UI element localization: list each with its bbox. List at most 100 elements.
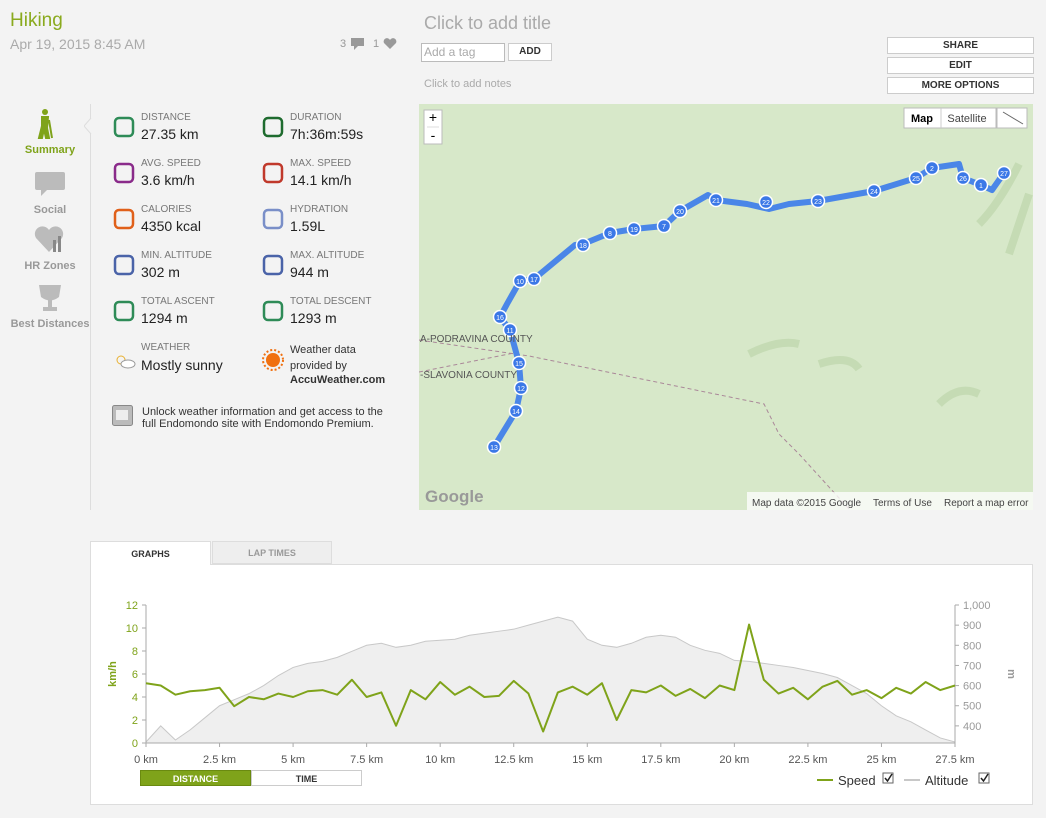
marker-label: 16 — [496, 315, 504, 322]
mode-distance[interactable]: DISTANCE — [140, 770, 251, 786]
legend-label[interactable]: Altitude — [925, 773, 968, 788]
route-marker[interactable] — [866, 183, 882, 199]
marker-label: 12 — [517, 386, 525, 393]
y-tick-label: 10 — [126, 623, 138, 635]
y-tick-label: 4 — [132, 692, 138, 704]
marker-label: 8 — [608, 231, 612, 238]
stat-icon — [261, 207, 285, 236]
weather-source[interactable]: AccuWeather.com — [290, 374, 386, 386]
marker-label: 24 — [870, 189, 878, 196]
stat-label: AVG. SPEED — [141, 158, 201, 169]
stat-label: TOTAL DESCENT — [290, 296, 372, 307]
route-marker[interactable] — [486, 439, 502, 455]
terms-link[interactable]: Terms of Use — [873, 498, 932, 509]
zoom-out[interactable]: - — [431, 127, 436, 143]
tab-graphs[interactable]: GRAPHS — [90, 541, 211, 565]
marker-label: 11 — [506, 328, 513, 335]
action-button[interactable]: EDIT — [887, 57, 1034, 74]
x-tick-label: 7.5 km — [350, 754, 383, 766]
stat-value: 14.1 km/h — [290, 172, 352, 188]
y-tick-label: 8 — [132, 646, 138, 658]
date: Apr 19, 2015 8:45 AM — [10, 36, 146, 52]
route-marker[interactable] — [512, 273, 528, 289]
stat-value: 1.59L — [290, 218, 326, 234]
x-tick-label: 12.5 km — [494, 754, 533, 766]
y2-axis-label: m — [1005, 669, 1017, 679]
y2-tick-label: 700 — [963, 660, 981, 672]
route-marker[interactable] — [955, 170, 971, 186]
route-marker[interactable] — [708, 192, 724, 208]
route-marker[interactable] — [511, 355, 527, 371]
mode-time[interactable]: TIME — [251, 770, 362, 786]
legend-checkbox[interactable] — [978, 772, 990, 784]
sidebar-divider — [90, 104, 91, 510]
action-button[interactable]: MORE OPTIONS — [887, 77, 1034, 94]
stat-value: 1294 m — [141, 310, 188, 326]
route-marker[interactable] — [908, 170, 924, 186]
action-button[interactable]: SHARE — [887, 37, 1034, 54]
icon — [113, 254, 135, 276]
route-marker[interactable] — [508, 403, 524, 419]
marker-label: 19 — [630, 227, 638, 234]
chart: 0 2 4 6 8 10 12 400 500 600 700 800 900 1,000 0 km 2.5 … — [107, 600, 1017, 788]
icon — [39, 285, 61, 311]
route-marker[interactable] — [626, 221, 642, 237]
marker-label: 23 — [814, 199, 822, 206]
weather-label: WEATHER — [141, 342, 191, 353]
stat-label: DISTANCE — [141, 112, 191, 123]
route-marker[interactable] — [575, 237, 591, 253]
route-marker[interactable] — [492, 309, 508, 325]
icon — [34, 226, 64, 252]
marker-label: 13 — [490, 445, 498, 452]
legend-checkbox[interactable] — [882, 772, 894, 784]
x-tick-label: 22.5 km — [788, 754, 827, 766]
like-icon — [383, 38, 397, 49]
sidebar-tab[interactable]: Summary — [24, 144, 76, 156]
region-label: A-PODRAVINA COUNTY — [420, 334, 533, 345]
stat-icon — [112, 207, 136, 236]
stat-icon — [112, 161, 136, 190]
icon — [262, 254, 284, 276]
route-marker[interactable] — [672, 203, 688, 219]
title-field[interactable]: Click to add title — [424, 13, 552, 33]
marker-label: 22 — [762, 200, 770, 207]
zoom-in[interactable]: + — [429, 109, 437, 125]
marker-label: 7 — [662, 224, 666, 231]
route-marker[interactable] — [526, 271, 542, 287]
sidebar-tab[interactable]: Best Distances — [10, 318, 90, 330]
route-marker[interactable] — [996, 165, 1012, 181]
route-marker[interactable] — [810, 193, 826, 209]
icon — [35, 172, 65, 196]
marker-label: 2 — [930, 166, 934, 173]
tab-lap-times[interactable]: LAP TIMES — [212, 541, 332, 564]
sidebar-tab[interactable]: Social — [33, 204, 67, 216]
route-marker[interactable] — [513, 380, 529, 396]
x-tick-label: 2.5 km — [203, 754, 236, 766]
stat-label: TOTAL ASCENT — [141, 296, 215, 307]
sidebar-tab[interactable]: HR Zones — [24, 260, 76, 272]
tag-input[interactable]: Add a tag — [421, 43, 505, 62]
like-count[interactable]: 1 — [373, 38, 380, 50]
legend-label[interactable]: Speed — [838, 773, 876, 788]
route-marker[interactable] — [924, 160, 940, 176]
map-type-satellite[interactable]: Satellite — [947, 113, 986, 125]
route-marker[interactable] — [656, 218, 672, 234]
route-marker[interactable] — [973, 177, 989, 193]
y2-tick-label: 600 — [963, 681, 981, 693]
x-tick-label: 0 km — [134, 754, 158, 766]
route-marker[interactable] — [602, 225, 618, 241]
map-type-map[interactable]: Map — [911, 113, 933, 125]
route-marker[interactable] — [758, 194, 774, 210]
route-marker[interactable] — [502, 322, 518, 338]
comment-count[interactable]: 3 — [340, 38, 347, 50]
y2-tick-label: 500 — [963, 701, 981, 713]
stat-icon — [112, 253, 136, 282]
add-tag-button[interactable]: ADD — [508, 43, 552, 61]
icon — [262, 300, 284, 322]
marker-label: 20 — [676, 209, 684, 216]
notes-field[interactable]: Click to add notes — [424, 78, 512, 90]
icon — [113, 300, 135, 322]
report-link[interactable]: Report a map error — [944, 498, 1029, 509]
